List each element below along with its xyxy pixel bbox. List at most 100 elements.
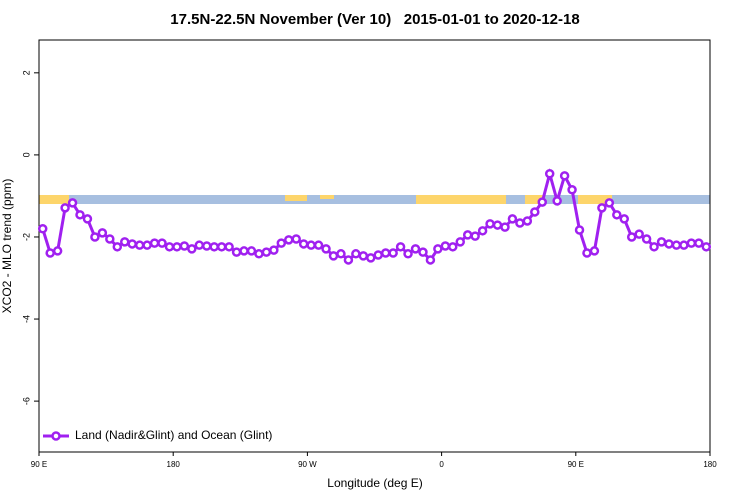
x-tick-label: 180 (703, 460, 717, 469)
data-point (664, 239, 674, 249)
data-point (90, 232, 100, 242)
data-point (37, 224, 48, 234)
data-point (462, 230, 473, 240)
x-tick-label: 180 (167, 460, 181, 469)
data-point (179, 241, 190, 251)
y-tick-label: 2 (21, 70, 31, 75)
map-strip (39, 195, 710, 204)
data-point (410, 244, 421, 254)
data-point (351, 249, 361, 259)
data-point (112, 242, 123, 252)
y-tick-label: -2 (21, 233, 31, 241)
data-point (254, 249, 264, 259)
data-point (366, 253, 376, 263)
data-point (261, 247, 272, 257)
data-point (52, 246, 63, 256)
data-point (45, 248, 55, 258)
data-point (246, 246, 257, 256)
data-point (425, 255, 436, 265)
data-point (619, 214, 630, 224)
data-point (597, 203, 607, 213)
y-axis-label: XCO2 - MLO trend (ppm) (0, 179, 14, 314)
data-point (380, 248, 391, 258)
legend-marker (51, 431, 61, 441)
data-point (589, 246, 600, 256)
x-tick-label: 90 W (298, 460, 317, 469)
x-tick-label: 90 E (568, 460, 584, 469)
data-point (559, 171, 570, 181)
data-point (470, 231, 480, 241)
chart-title: 17.5N-22.5N November (Ver 10) 2015-01-01… (170, 11, 579, 28)
data-point (604, 198, 615, 208)
data-point (507, 214, 518, 224)
y-tick-label: -6 (21, 397, 31, 405)
data-point (194, 240, 205, 250)
data-point (67, 198, 78, 208)
data-point (455, 237, 465, 247)
data-point (358, 251, 369, 261)
data-point (291, 234, 301, 244)
data-point (694, 238, 704, 248)
data-point (328, 251, 339, 261)
data-point (403, 249, 413, 259)
data-point (395, 242, 406, 252)
data-point (216, 242, 227, 252)
data-point (440, 241, 451, 251)
data-point (343, 255, 354, 265)
data-point (500, 222, 510, 232)
legend-label: Land (Nadir&Glint) and Ocean (Glint) (75, 428, 272, 442)
y-tick-label: 0 (21, 152, 31, 157)
data-point (224, 242, 234, 252)
data-point (336, 249, 346, 259)
data-point (142, 240, 152, 250)
data-point (552, 196, 562, 206)
data-point (82, 214, 93, 224)
data-point (701, 242, 712, 252)
y-tick-label: -4 (21, 315, 31, 323)
data-point (172, 242, 182, 252)
data-point (239, 246, 249, 256)
x-tick-label: 0 (439, 460, 444, 469)
data-point (149, 238, 160, 248)
data-point (105, 234, 115, 244)
data-point (269, 245, 279, 255)
data-point (582, 248, 592, 258)
data-point (418, 247, 428, 257)
data-point (231, 247, 242, 257)
data-point (515, 218, 525, 228)
data-point (448, 242, 458, 252)
data-point (649, 242, 659, 252)
data-point (567, 185, 577, 195)
data-point (656, 237, 667, 247)
data-point (298, 239, 309, 249)
data-point (485, 219, 495, 229)
data-point (60, 203, 70, 213)
data-point (119, 237, 130, 247)
data-point (321, 244, 331, 254)
data-point (209, 242, 219, 252)
data-point (306, 240, 316, 250)
data-point (164, 242, 175, 252)
data-point (276, 238, 287, 248)
data-point (641, 234, 652, 244)
data-point (634, 229, 644, 239)
data-point (202, 241, 212, 251)
x-axis-label: Longitude (deg E) (327, 476, 422, 490)
data-point (537, 197, 547, 207)
data-point (433, 244, 443, 254)
data-point (187, 244, 197, 254)
data-point (127, 239, 137, 249)
data-point (671, 240, 682, 250)
data-point (157, 238, 167, 248)
data-point (530, 207, 540, 217)
data-point (626, 232, 637, 242)
data-point (686, 238, 697, 248)
data-point (373, 250, 383, 260)
x-tick-label: 90 E (31, 460, 47, 469)
data-point (313, 240, 324, 250)
data-point (75, 210, 85, 220)
data-point (388, 248, 398, 258)
data-point (477, 226, 488, 236)
data-point (612, 210, 622, 220)
